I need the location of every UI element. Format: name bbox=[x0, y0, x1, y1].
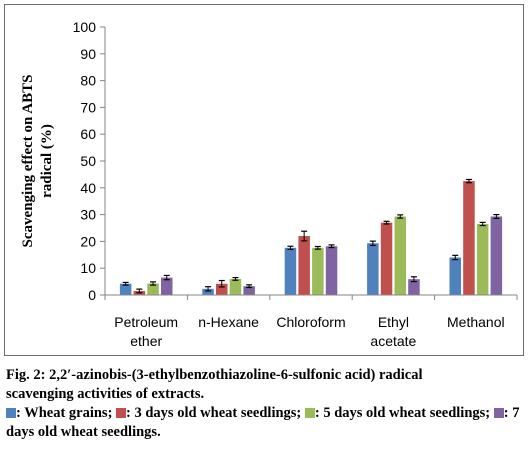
bar bbox=[298, 236, 310, 295]
y-axis-ticks: 0 10 20 30 40 50 60 70 80 90 100 bbox=[73, 19, 105, 303]
axes bbox=[104, 27, 518, 300]
caption-title-line2: scavenging activities of extracts. bbox=[6, 386, 205, 402]
caption-legend: : Wheat grains; : 3 days old wheat seedl… bbox=[6, 404, 526, 442]
x-category-label: Petroleum bbox=[114, 314, 178, 330]
x-category-label: acetate bbox=[370, 333, 416, 349]
bar bbox=[312, 247, 324, 295]
bar bbox=[284, 247, 297, 295]
legend-swatch bbox=[304, 408, 315, 418]
bar bbox=[216, 283, 228, 295]
bar bbox=[161, 277, 173, 295]
y-axis-label-line: Scavenging effect on ABTS bbox=[20, 75, 36, 248]
y-tick-label: 80 bbox=[80, 73, 96, 89]
legend-swatch bbox=[493, 408, 504, 418]
bar bbox=[408, 279, 420, 295]
legend-entry-text: : 7 days old wheat seedlings. bbox=[6, 405, 520, 440]
bar bbox=[490, 216, 503, 295]
y-tick-label: 0 bbox=[88, 287, 96, 303]
category-labels: Petroleum ether n-Hexane Chloroform Ethyl ace… bbox=[114, 314, 504, 349]
y-tick-label: 90 bbox=[80, 46, 96, 62]
bar bbox=[463, 181, 475, 295]
y-tick-label: 10 bbox=[80, 260, 96, 276]
x-category-label: Methanol bbox=[447, 314, 505, 330]
y-tick-label: 30 bbox=[80, 207, 96, 223]
bar bbox=[147, 283, 159, 295]
y-tick-label: 70 bbox=[80, 99, 96, 115]
legend-entry-text: : 3 days old wheat seedlings; bbox=[126, 405, 305, 421]
bar bbox=[243, 286, 255, 295]
bar bbox=[367, 243, 379, 295]
bar bbox=[449, 257, 461, 295]
y-axis-label-line: radical (%) bbox=[39, 124, 55, 198]
y-tick-label: 60 bbox=[80, 126, 96, 142]
x-category-label: n-Hexane bbox=[198, 314, 259, 330]
y-tick-label: 50 bbox=[80, 153, 96, 169]
legend-entry-text: : Wheat grains; bbox=[16, 405, 117, 421]
caption-title-line1: Fig. 2: 2,2′-azinobis-(3-ethylbenzothiaz… bbox=[6, 367, 423, 383]
legend-swatch bbox=[6, 408, 16, 418]
y-tick-label: 40 bbox=[80, 180, 96, 196]
bar bbox=[394, 216, 406, 295]
y-axis-label: Scavenging effect on ABTS radical (%) bbox=[20, 75, 55, 248]
bar bbox=[202, 288, 214, 295]
bar bbox=[229, 278, 242, 295]
legend-entry-text: : 5 days old wheat seedlings; bbox=[314, 405, 494, 421]
y-tick-label: 20 bbox=[80, 233, 96, 249]
bar bbox=[325, 246, 338, 295]
bars bbox=[119, 178, 503, 295]
x-category-label: ether bbox=[130, 333, 162, 349]
legend-swatch bbox=[116, 408, 127, 418]
figure-caption: Fig. 2: 2,2′-azinobis-(3-ethylbenzothiaz… bbox=[6, 366, 526, 442]
figure-frame: Scavenging effect on ABTS radical (%) 0 10… bbox=[4, 4, 524, 356]
bar bbox=[476, 223, 489, 295]
y-tick-label: 100 bbox=[73, 19, 97, 35]
bar-chart: Scavenging effect on ABTS radical (%) 0 10… bbox=[20, 19, 518, 349]
bar bbox=[119, 283, 132, 295]
x-category-label: Chloroform bbox=[276, 314, 345, 330]
bar bbox=[380, 222, 393, 295]
x-category-label: Ethyl bbox=[378, 314, 409, 330]
